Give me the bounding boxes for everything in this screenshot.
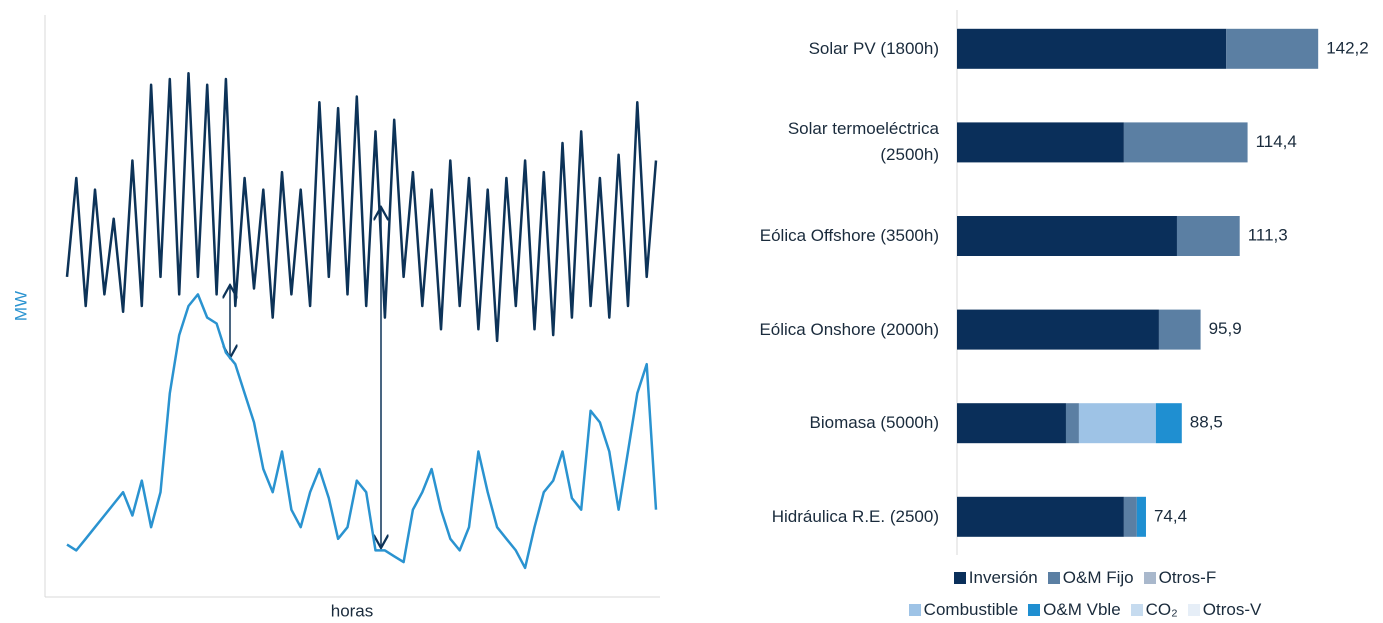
- legend-swatch: [1047, 572, 1060, 584]
- legend-item: Combustible: [908, 600, 1019, 620]
- category-label: Biomasa (5000h): [809, 413, 939, 433]
- legend-item: O&M Fijo: [1047, 568, 1134, 588]
- bar-segment: [957, 403, 1066, 444]
- legend-label: CO₂: [1145, 600, 1178, 619]
- category-label: Hidráulica R.E. (2500): [771, 506, 939, 526]
- legend-swatch: [1187, 604, 1200, 616]
- total-label: 95,9: [1209, 319, 1242, 338]
- bar-segment: [1123, 496, 1137, 537]
- legend-item: Otros-F: [1143, 568, 1217, 588]
- legend: Inversión O&M Fijo Otros-F Combustible O&M V…: [870, 568, 1300, 620]
- legend-swatch: [1130, 604, 1143, 616]
- bar-segment: [957, 216, 1177, 256]
- category-label: Eólica Offshore (3500h): [759, 226, 939, 245]
- x-axis-label: horas: [331, 601, 374, 620]
- bar-segment: [1065, 403, 1079, 444]
- legend-label: Otros-V: [1202, 600, 1262, 619]
- line-series: [66, 293, 658, 570]
- total-label: 114,4: [1256, 132, 1297, 151]
- legend-swatch: [1143, 572, 1156, 584]
- line-series: [65, 71, 658, 343]
- bar-segment: [957, 122, 1124, 163]
- legend-item: Otros-V: [1187, 600, 1262, 620]
- legend-label: Inversión: [968, 568, 1038, 587]
- bar-segment: [1226, 28, 1319, 69]
- legend-swatch: [908, 604, 921, 616]
- total-label: 74,4: [1154, 506, 1187, 525]
- legend-item: Inversión: [953, 568, 1038, 588]
- y-axis-label: MW: [11, 291, 30, 321]
- legend-label: Otros-F: [1158, 568, 1217, 587]
- legend-label: Combustible: [923, 600, 1019, 619]
- legend-item: O&M Vble: [1028, 600, 1121, 620]
- legend-label: O&M Vble: [1043, 600, 1121, 619]
- bar-segment: [1158, 309, 1201, 350]
- total-label: 88,5: [1190, 413, 1223, 432]
- legend-item: CO₂: [1130, 600, 1178, 620]
- bar-segment: [1136, 496, 1146, 537]
- bar-segment: [1155, 403, 1182, 444]
- legend-swatch: [1028, 604, 1041, 616]
- category-label: Solar termoeléctrica (2500h): [787, 119, 939, 165]
- bar-segment: [957, 28, 1227, 69]
- bar-segment: [957, 309, 1159, 350]
- bar-segment: [1176, 216, 1240, 256]
- total-label: 142,2: [1326, 38, 1369, 57]
- bar-segment: [957, 496, 1124, 537]
- bar-segment: [1078, 403, 1156, 444]
- total-label: 111,3: [1248, 225, 1288, 244]
- legend-swatch: [953, 572, 966, 584]
- legend-label: O&M Fijo: [1062, 568, 1134, 587]
- category-label: Eólica Onshore (2000h): [759, 319, 939, 339]
- category-label: Solar PV (1800h): [808, 38, 939, 58]
- bar-segment: [1123, 122, 1248, 163]
